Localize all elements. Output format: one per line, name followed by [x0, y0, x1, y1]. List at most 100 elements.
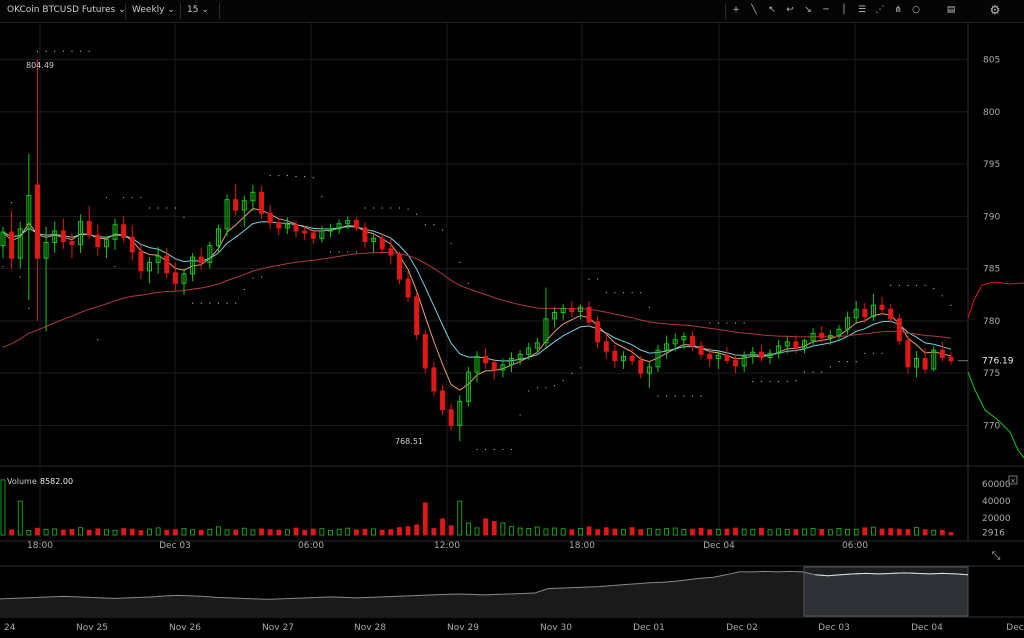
- vertical-line-icon[interactable]: │: [841, 5, 847, 15]
- ray-icon[interactable]: ↘: [804, 5, 812, 15]
- volume-bar: [776, 528, 782, 536]
- axes: 805 800 795 790 785 780 775 770 18:00 Dec 03 06:00…: [4, 56, 1024, 633]
- candle-body: [646, 366, 652, 374]
- navigator-date-label: Nov 29: [447, 623, 479, 633]
- navigator-selection[interactable]: [803, 566, 969, 617]
- candle-body: [0, 231, 6, 247]
- candle-body: [638, 360, 644, 374]
- candle-body: [888, 308, 894, 320]
- candle-body: [836, 328, 842, 337]
- sar-dot: [898, 284, 900, 286]
- navigator-date-label: Dec 01: [633, 623, 665, 633]
- candle-body: [147, 261, 153, 272]
- crosshair-icon[interactable]: +: [732, 5, 740, 15]
- volume-bar: [491, 521, 497, 536]
- volume-bar: [759, 527, 764, 536]
- candle-body: [914, 358, 920, 368]
- volume-bar: [35, 527, 40, 536]
- candle-body: [569, 307, 575, 312]
- candle-body: [698, 345, 704, 355]
- indicator-lines: [2, 50, 952, 451]
- sar-dot: [924, 284, 926, 286]
- volume-bar: [353, 529, 359, 536]
- candle-body: [508, 358, 514, 366]
- volume-bar: [621, 529, 626, 536]
- volume-bar: [233, 529, 239, 536]
- interval-selector[interactable]: 15 ⌄: [183, 3, 213, 18]
- trendline-icon[interactable]: ╲: [751, 5, 757, 15]
- candle-body: [362, 227, 368, 242]
- sar-dot: [304, 176, 306, 178]
- time-tick-label: 18:00: [27, 541, 53, 551]
- sar-dot: [114, 265, 116, 268]
- volume-bar: [379, 529, 385, 536]
- candle-body: [60, 230, 66, 242]
- candle-body: [689, 336, 695, 347]
- profile-line-red: [967, 281, 1024, 319]
- volume-bar: [104, 529, 109, 536]
- fib-fan-icon[interactable]: ⋰: [875, 5, 885, 15]
- sar-dot: [105, 196, 108, 199]
- candle-body: [181, 273, 187, 284]
- volume-bar: [724, 528, 730, 536]
- curve-line-icon[interactable]: ↩: [786, 5, 794, 15]
- volume-bar: [250, 529, 256, 536]
- sar-dot: [459, 261, 461, 263]
- parallel-channel-icon[interactable]: ☰: [857, 5, 867, 15]
- candle-body: [491, 362, 497, 371]
- candle-body: [396, 254, 402, 280]
- sar-dot: [338, 251, 340, 253]
- sar-dot: [683, 395, 685, 397]
- candle-body: [621, 355, 627, 362]
- volume-bar: [767, 529, 773, 536]
- symbol-selector[interactable]: OKCoin BTCUSD Futures ⌄: [3, 3, 130, 18]
- candle-body: [276, 222, 282, 229]
- volume-bar: [121, 528, 127, 536]
- arrow-line-icon[interactable]: ↖: [768, 5, 776, 15]
- volume-bar: [914, 527, 919, 536]
- navigator[interactable]: [0, 566, 969, 617]
- candle-body: [26, 194, 32, 230]
- volume-bar: [784, 529, 790, 536]
- candle-body: [43, 242, 49, 259]
- period-selector[interactable]: Weekly ⌄: [128, 3, 179, 18]
- settings-gear-icon[interactable]: ⚙: [989, 3, 1001, 17]
- candle-body: [948, 356, 954, 362]
- ellipse-icon[interactable]: ○: [912, 5, 920, 15]
- sar-dot: [700, 395, 702, 397]
- pitchfork-icon[interactable]: ⋔: [894, 5, 902, 15]
- volume-bars: [0, 479, 954, 536]
- sar-dot: [734, 322, 737, 324]
- volume-bar: [69, 529, 75, 536]
- volume-bar: [664, 528, 669, 536]
- volume-bar: [741, 528, 747, 536]
- candle-body: [879, 304, 885, 310]
- volume-bar: [905, 529, 911, 536]
- volume-bar: [465, 522, 471, 536]
- sar-dot: [347, 251, 349, 253]
- candle-body: [224, 199, 230, 230]
- sar-dot: [286, 175, 288, 177]
- sar-dot: [485, 448, 487, 451]
- volume-bar: [26, 530, 32, 536]
- volume-bar: [345, 527, 351, 536]
- candle-body: [922, 358, 928, 370]
- sar-dot: [666, 395, 668, 397]
- horizontal-line-icon[interactable]: ─: [823, 5, 829, 15]
- sar-dot: [235, 302, 237, 304]
- sar-dot: [183, 216, 185, 219]
- candle-body: [250, 191, 256, 202]
- volume-bar: [672, 527, 678, 536]
- volume-bar: [164, 529, 170, 536]
- candle-body: [629, 355, 635, 362]
- sar-dot: [760, 380, 763, 383]
- sar-dot: [519, 414, 521, 416]
- indicator-icon[interactable]: ▤: [946, 5, 956, 15]
- candle-body: [801, 340, 807, 349]
- volume-bar: [819, 529, 825, 536]
- volume-bar: [155, 527, 161, 536]
- volume-bar: [60, 529, 66, 536]
- navigator-selected-line: [815, 572, 969, 577]
- volume-bar: [319, 528, 325, 536]
